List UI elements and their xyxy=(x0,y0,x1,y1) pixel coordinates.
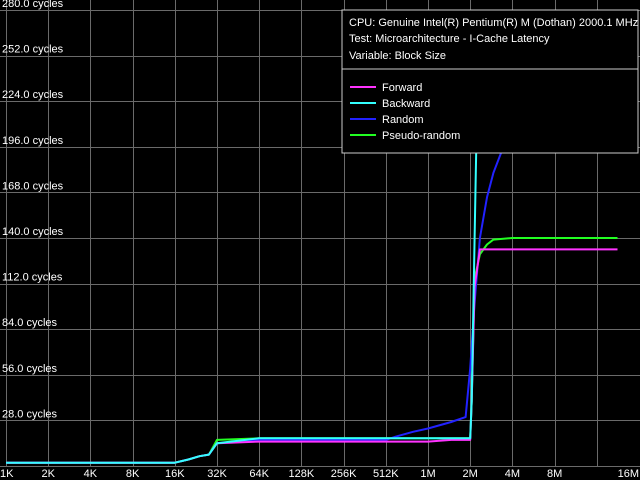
x-tick-label: 4K xyxy=(84,468,98,480)
info-cpu: CPU: Genuine Intel(R) Pentium(R) M (Doth… xyxy=(349,17,638,29)
x-tick-label: 8M xyxy=(547,468,562,480)
legend-label-forward: Forward xyxy=(382,82,422,94)
y-tick-label: 252.0 cycles xyxy=(2,44,64,56)
x-tick-label: 64K xyxy=(249,468,269,480)
x-tick-label: 2M xyxy=(463,468,478,480)
x-tick-label: 256K xyxy=(331,468,357,480)
legend-box xyxy=(341,9,639,154)
y-tick-label: 140.0 cycles xyxy=(2,226,64,238)
y-tick-label: 84.0 cycles xyxy=(2,317,58,329)
legend-label-backward: Backward xyxy=(382,98,430,110)
info-variable: Variable: Block Size xyxy=(349,50,446,62)
x-tick-label: 16M xyxy=(618,468,639,480)
y-tick-label: 224.0 cycles xyxy=(2,89,64,101)
x-tick-label: 2K xyxy=(41,468,55,480)
x-tick-label: 128K xyxy=(289,468,315,480)
x-tick-label: 1K xyxy=(0,468,14,480)
legend-entries: Forward Backward Random Pseudo-random xyxy=(350,82,460,142)
y-tick-label: 112.0 cycles xyxy=(2,272,63,284)
x-tick-label: 16K xyxy=(165,468,185,480)
x-tick-label: 32K xyxy=(207,468,227,480)
x-tick-label: 1M xyxy=(420,468,435,480)
x-tick-label: 512K xyxy=(373,468,399,480)
y-tick-labels: 28.0 cycles 56.0 cycles 84.0 cycles 112.0 c… xyxy=(2,0,64,420)
x-tick-labels: 1K 2K 4K 8K 16K 32K 64K 128K 256K 512K 1M 2M 4M 8M 16M xyxy=(0,468,639,480)
x-tick-label: 4M xyxy=(505,468,520,480)
x-tick-label: 8K xyxy=(126,468,140,480)
y-tick-label: 56.0 cycles xyxy=(2,363,58,375)
info-test: Test: Microarchitecture - I-Cache Latenc… xyxy=(349,33,550,45)
y-tick-label: 28.0 cycles xyxy=(2,408,58,420)
legend-label-pseudo-random: Pseudo-random xyxy=(382,130,460,142)
y-tick-label: 280.0 cycles xyxy=(2,0,64,10)
legend-label-random: Random xyxy=(382,114,424,126)
y-tick-label: 168.0 cycles xyxy=(2,180,64,192)
legend: CPU: Genuine Intel(R) Pentium(R) M (Doth… xyxy=(341,9,639,154)
y-tick-label: 196.0 cycles xyxy=(2,135,64,147)
